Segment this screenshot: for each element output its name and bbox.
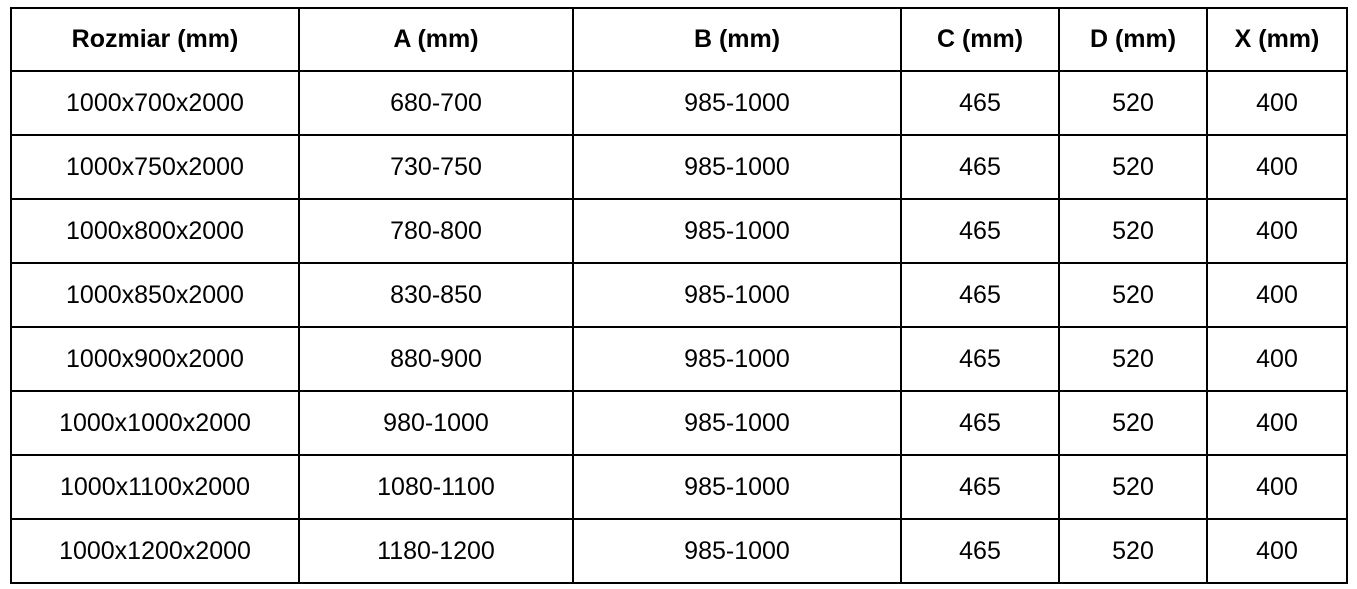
cell-x: 400 (1206, 198, 1348, 264)
cell-size: 1000x1100x2000 (10, 454, 300, 520)
table-row: 1000x1000x2000 980-1000 985-1000 465 520 400 (10, 390, 1348, 456)
cell-c: 465 (900, 390, 1060, 456)
table-row: 1000x900x2000 880-900 985-1000 465 520 400 (10, 326, 1348, 392)
cell-b: 985-1000 (572, 70, 902, 136)
cell-a: 680-700 (298, 70, 574, 136)
cell-a: 1180-1200 (298, 518, 574, 584)
cell-size: 1000x750x2000 (10, 134, 300, 200)
header-row: Rozmiar (mm) A (mm) B (mm) C (mm) D (mm) X (m… (10, 7, 1348, 72)
cell-size: 1000x700x2000 (10, 70, 300, 136)
cell-b: 985-1000 (572, 390, 902, 456)
cell-c: 465 (900, 262, 1060, 328)
cell-b: 985-1000 (572, 134, 902, 200)
cell-c: 465 (900, 134, 1060, 200)
cell-c: 465 (900, 198, 1060, 264)
cell-d: 520 (1058, 70, 1208, 136)
table-row: 1000x700x2000 680-700 985-1000 465 520 400 (10, 70, 1348, 136)
cell-size: 1000x800x2000 (10, 198, 300, 264)
column-header-d: D (mm) (1058, 7, 1208, 72)
cell-d: 520 (1058, 262, 1208, 328)
cell-a: 830-850 (298, 262, 574, 328)
cell-x: 400 (1206, 134, 1348, 200)
table-row: 1000x850x2000 830-850 985-1000 465 520 400 (10, 262, 1348, 328)
cell-d: 520 (1058, 198, 1208, 264)
cell-d: 520 (1058, 390, 1208, 456)
cell-c: 465 (900, 326, 1060, 392)
cell-b: 985-1000 (572, 326, 902, 392)
cell-x: 400 (1206, 326, 1348, 392)
column-header-c: C (mm) (900, 7, 1060, 72)
cell-b: 985-1000 (572, 262, 902, 328)
cell-x: 400 (1206, 454, 1348, 520)
cell-x: 400 (1206, 262, 1348, 328)
table-row: 1000x1200x2000 1180-1200 985-1000 465 520 400 (10, 518, 1348, 584)
column-header-x: X (mm) (1206, 7, 1348, 72)
cell-b: 985-1000 (572, 518, 902, 584)
cell-x: 400 (1206, 70, 1348, 136)
cell-a: 780-800 (298, 198, 574, 264)
column-header-b: B (mm) (572, 7, 902, 72)
dimensions-table: Rozmiar (mm) A (mm) B (mm) C (mm) D (mm) X (m… (10, 7, 1348, 584)
cell-b: 985-1000 (572, 198, 902, 264)
cell-d: 520 (1058, 326, 1208, 392)
cell-c: 465 (900, 518, 1060, 584)
cell-d: 520 (1058, 518, 1208, 584)
column-header-a: A (mm) (298, 7, 574, 72)
cell-size: 1000x1200x2000 (10, 518, 300, 584)
cell-a: 980-1000 (298, 390, 574, 456)
table-row: 1000x750x2000 730-750 985-1000 465 520 400 (10, 134, 1348, 200)
column-header-size: Rozmiar (mm) (10, 7, 300, 72)
cell-a: 1080-1100 (298, 454, 574, 520)
cell-c: 465 (900, 454, 1060, 520)
table-row: 1000x800x2000 780-800 985-1000 465 520 400 (10, 198, 1348, 264)
cell-c: 465 (900, 70, 1060, 136)
cell-x: 400 (1206, 518, 1348, 584)
table-row: 1000x1100x2000 1080-1100 985-1000 465 520 400 (10, 454, 1348, 520)
cell-d: 520 (1058, 134, 1208, 200)
cell-size: 1000x850x2000 (10, 262, 300, 328)
cell-size: 1000x1000x2000 (10, 390, 300, 456)
cell-b: 985-1000 (572, 454, 902, 520)
cell-d: 520 (1058, 454, 1208, 520)
cell-size: 1000x900x2000 (10, 326, 300, 392)
cell-a: 730-750 (298, 134, 574, 200)
cell-x: 400 (1206, 390, 1348, 456)
cell-a: 880-900 (298, 326, 574, 392)
